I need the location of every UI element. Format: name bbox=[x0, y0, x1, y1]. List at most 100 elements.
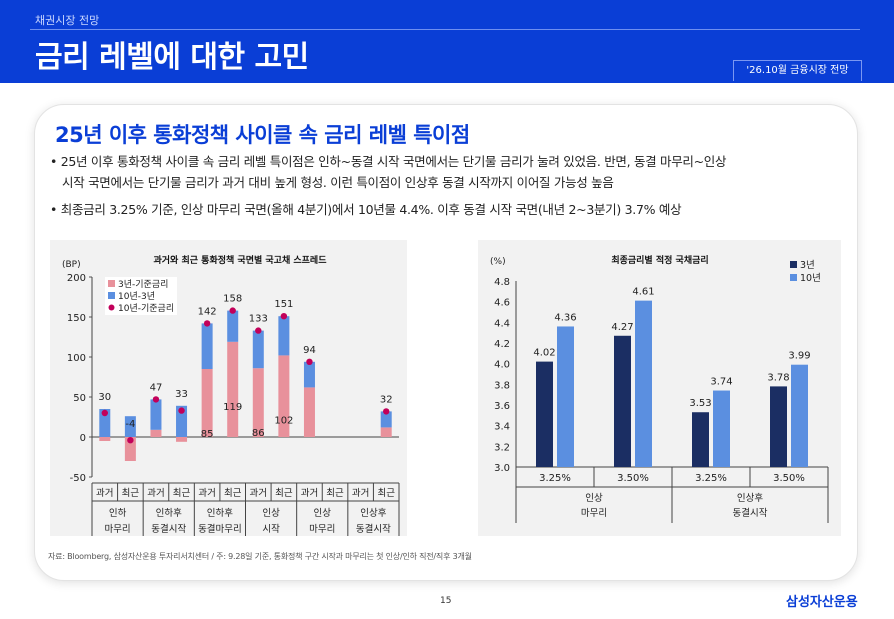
category-label: 과거 bbox=[250, 488, 267, 499]
bar-10y-3y bbox=[252, 330, 264, 369]
y-tick-label: 3.6 bbox=[494, 401, 510, 412]
legend-swatch-3y-policy bbox=[108, 280, 115, 287]
category-label: 최근 bbox=[173, 488, 191, 499]
bar-3y-policy bbox=[124, 437, 136, 461]
bar-3y-policy bbox=[303, 387, 315, 437]
y-tick-label: 4.8 bbox=[494, 277, 510, 288]
bar-3y-policy bbox=[201, 369, 213, 437]
category-label: 3.50% bbox=[617, 473, 649, 484]
bar-10y-3y bbox=[227, 310, 239, 342]
legend-box bbox=[105, 277, 177, 315]
brand-logo: 삼성자산운용 bbox=[786, 595, 858, 610]
bar-3y-label: 4.02 bbox=[533, 348, 555, 359]
group-label: 인하후 bbox=[156, 507, 182, 519]
spread-chart-title: 과거와 최근 통화정책 국면별 국고채 스프레드 bbox=[153, 256, 327, 266]
legend-swatch-10y bbox=[790, 274, 797, 281]
dot-10y-policy bbox=[383, 408, 390, 415]
category-label: 과거 bbox=[96, 488, 113, 499]
category-label: 과거 bbox=[301, 488, 318, 499]
bar-3y-label: 3.78 bbox=[767, 372, 789, 383]
bullet-1-text: 25년 이후 통화정책 사이클 속 금리 레벨 특이점은 인하~동결 시작 국면… bbox=[60, 154, 727, 169]
section-label: 채권시장 전망 bbox=[35, 14, 100, 27]
total-label: 133 bbox=[249, 314, 268, 325]
group-label: 동결시작 bbox=[151, 524, 186, 535]
legend-swatch-3y bbox=[790, 261, 797, 268]
y-tick-label: 3.4 bbox=[494, 422, 510, 433]
bar-3y-policy bbox=[252, 368, 264, 437]
category-label: 최근 bbox=[377, 488, 395, 499]
bar-10y-3y bbox=[99, 409, 111, 437]
y-tick-label: 3.0 bbox=[494, 463, 510, 474]
report-tag: '26.10월 금융시장 전망 bbox=[733, 60, 862, 81]
bar-10y bbox=[713, 390, 730, 467]
y-tick-label: 150 bbox=[67, 313, 86, 324]
category-label: 최근 bbox=[122, 488, 140, 499]
dot-10y-policy bbox=[178, 407, 185, 414]
bullet-1-cont: 시작 국면에서는 단기물 금리가 과거 대비 높게 형성. 이런 특이점이 인상… bbox=[62, 175, 614, 190]
dot-10y-policy bbox=[127, 437, 134, 444]
y-tick-label: 0 bbox=[80, 433, 86, 444]
header-divider bbox=[30, 29, 860, 30]
dot-10y-policy bbox=[306, 358, 313, 365]
group-label: 마무리 bbox=[309, 524, 335, 535]
yield-chart-unit: (%) bbox=[490, 257, 506, 267]
category-label: 최근 bbox=[326, 488, 344, 499]
bar-3y-label: 4.27 bbox=[611, 322, 633, 333]
y-tick-label: 4.2 bbox=[494, 339, 510, 350]
bar-3y bbox=[770, 386, 787, 467]
total-label: 33 bbox=[175, 389, 188, 400]
spread-chart-unit: (BP) bbox=[62, 260, 81, 270]
bar-10y bbox=[557, 326, 574, 467]
dot-10y-policy bbox=[203, 320, 211, 327]
y-tick-label: 4.0 bbox=[494, 360, 510, 371]
yield-chart-title: 최종금리별 적정 국채금리 bbox=[611, 256, 709, 266]
y-tick-label: 4.4 bbox=[494, 318, 510, 329]
footnote: 자료: Bloomberg, 삼성자산운용 투자리서치센터 / 주: 9.28일… bbox=[48, 552, 472, 561]
legend-label: 10년-3년 bbox=[118, 291, 155, 302]
total-label: 30 bbox=[98, 392, 111, 403]
group-label: 인상 bbox=[262, 508, 280, 519]
category-label: 최근 bbox=[275, 488, 293, 499]
bullet-2-text: 최종금리 3.25% 기준, 인상 마무리 국면(올해 4분기)에서 10년물 … bbox=[60, 202, 682, 217]
category-label: 과거 bbox=[352, 488, 369, 499]
dot-10y-policy bbox=[280, 313, 288, 320]
bar-10y-3y bbox=[124, 416, 136, 437]
category-label: 3.25% bbox=[539, 473, 571, 484]
bar-3y-policy bbox=[99, 437, 111, 441]
dot-10y-policy bbox=[229, 307, 236, 314]
inner-label: 86 bbox=[252, 428, 265, 439]
total-label: 142 bbox=[198, 306, 217, 317]
group-label: 시작 bbox=[262, 524, 280, 535]
total-label: 47 bbox=[150, 382, 163, 393]
bar-3y bbox=[536, 361, 553, 467]
group-label: 동결시작 bbox=[733, 508, 768, 519]
y-tick-label: 4.6 bbox=[494, 298, 510, 309]
bar-3y bbox=[614, 335, 631, 467]
bar-10y bbox=[635, 300, 652, 467]
legend-label: 10년-기준금리 bbox=[118, 303, 174, 314]
bar-3y bbox=[692, 412, 709, 467]
bar-10y-label: 3.99 bbox=[788, 351, 810, 362]
legend-label: 3년 bbox=[800, 260, 815, 271]
bar-10y-label: 4.61 bbox=[632, 287, 654, 298]
bar-3y-policy bbox=[227, 341, 239, 437]
legend-label: 10년 bbox=[800, 273, 821, 284]
total-label: 158 bbox=[223, 294, 242, 305]
spread-chart: -50 0 50 100 150 200 30 -4 47 33 142 85 158 119 133 86 1… bbox=[67, 273, 400, 536]
page-title: 금리 레벨에 대한 고민 bbox=[35, 40, 309, 75]
y-tick-label: 200 bbox=[67, 273, 86, 284]
bar-3y-policy bbox=[380, 427, 392, 437]
bar-10y-3y bbox=[150, 399, 162, 430]
legend-label: 3년-기준금리 bbox=[118, 279, 168, 290]
category-label: 최근 bbox=[224, 488, 242, 499]
card-title: 25년 이후 통화정책 사이클 속 금리 레벨 특이점 bbox=[55, 123, 470, 147]
bullet-2: • 최종금리 3.25% 기준, 인상 마무리 국면(올해 4분기)에서 10년… bbox=[50, 202, 682, 217]
category-label: 과거 bbox=[198, 488, 215, 499]
group-label: 인상 bbox=[314, 508, 332, 519]
y-tick-label: 3.8 bbox=[494, 380, 510, 391]
bar-10y-label: 3.74 bbox=[710, 377, 732, 388]
bullet-1: • 25년 이후 통화정책 사이클 속 금리 레벨 특이점은 인하~동결 시작 … bbox=[50, 154, 727, 169]
y-tick-label: 50 bbox=[73, 393, 86, 404]
bar-3y-policy bbox=[150, 429, 162, 437]
category-label: 3.50% bbox=[773, 473, 805, 484]
